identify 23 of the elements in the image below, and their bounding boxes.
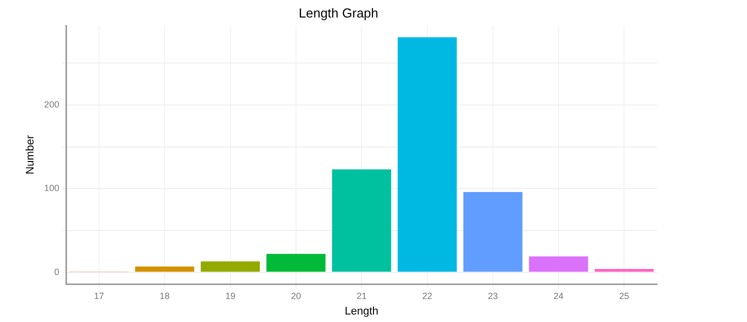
y-axis-title: Number bbox=[24, 134, 37, 174]
bar bbox=[266, 254, 326, 272]
bar bbox=[594, 268, 654, 272]
bar bbox=[135, 266, 194, 272]
x-tick-label: 18 bbox=[160, 290, 170, 301]
x-tick-label: 19 bbox=[225, 290, 236, 301]
bar bbox=[200, 261, 260, 272]
bar bbox=[332, 169, 392, 272]
x-tick-label: 22 bbox=[422, 290, 432, 301]
x-tick-label: 23 bbox=[488, 290, 498, 301]
x-tick-label: 20 bbox=[290, 290, 301, 301]
bar bbox=[528, 256, 588, 272]
chart-title: Length Graph bbox=[298, 5, 378, 20]
y-tick-label: 0 bbox=[54, 266, 60, 277]
x-tick-label: 21 bbox=[356, 290, 367, 301]
y-tick-label: 100 bbox=[44, 183, 60, 194]
x-tick-label: 24 bbox=[554, 290, 564, 301]
x-axis-title: Length bbox=[344, 305, 378, 318]
bar bbox=[398, 37, 457, 272]
bar bbox=[463, 192, 522, 272]
x-tick-label: 17 bbox=[94, 290, 104, 301]
y-tick-label: 200 bbox=[44, 100, 60, 110]
x-tick-label: 25 bbox=[619, 290, 630, 301]
